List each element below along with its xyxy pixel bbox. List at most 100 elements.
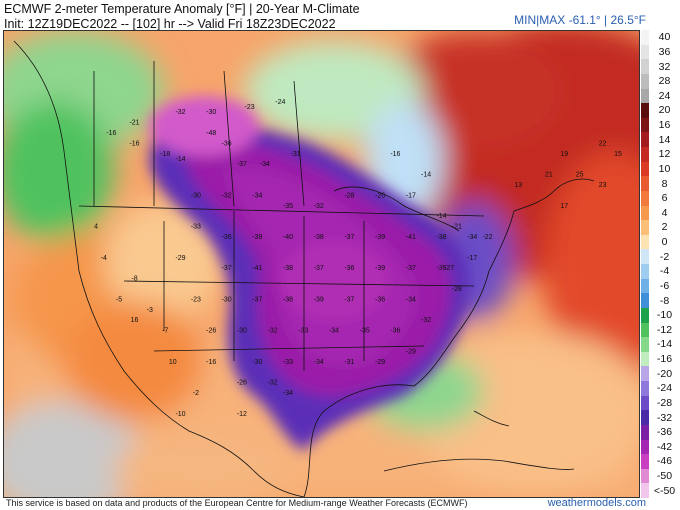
anomaly-value-label: 21 bbox=[545, 172, 553, 179]
anomaly-value-label: -36 bbox=[222, 234, 232, 241]
anomaly-value-label: -48 bbox=[206, 130, 216, 137]
anomaly-value-label: -39 bbox=[314, 296, 324, 303]
anomaly-value-label: -22 bbox=[482, 234, 492, 241]
legend-label: 40 bbox=[658, 31, 671, 44]
legend-label: 28 bbox=[658, 75, 671, 88]
anomaly-value-label: -36 bbox=[344, 265, 354, 272]
legend-swatch bbox=[641, 205, 649, 221]
anomaly-value-label: -34 bbox=[252, 192, 262, 199]
legend-level: -32 bbox=[641, 410, 680, 425]
legend-swatch bbox=[641, 468, 649, 484]
legend-swatch bbox=[641, 176, 649, 191]
legend-swatch bbox=[641, 117, 649, 133]
anomaly-value-label: -28 bbox=[452, 286, 462, 293]
legend-level: -36 bbox=[641, 424, 680, 440]
legend-label: 0 bbox=[661, 236, 668, 249]
legend-level: 24 bbox=[641, 88, 680, 104]
legend-label: -10 bbox=[656, 309, 673, 322]
color-legend: 40 36 32 28 24 20 16 14 12 10 8 6 4 2 0 -2 -4 -6 -8 -10 -12-… bbox=[641, 30, 680, 498]
legend-level: 36 bbox=[641, 44, 680, 60]
legend-label: 12 bbox=[658, 148, 671, 161]
legend-label: -12 bbox=[656, 323, 673, 336]
legend-swatch bbox=[641, 44, 649, 60]
anomaly-value-label: -27 bbox=[444, 265, 454, 272]
anomaly-value-label: -5 bbox=[116, 296, 122, 303]
anomaly-value-label: -34 bbox=[329, 328, 339, 335]
anomaly-value-label: -7 bbox=[162, 328, 168, 335]
anomaly-value-label: -30 bbox=[222, 296, 232, 303]
legend-label: 2 bbox=[661, 221, 668, 234]
legend-label: 8 bbox=[661, 177, 668, 190]
anomaly-value-label: -39 bbox=[375, 234, 385, 241]
legend-swatch bbox=[641, 132, 649, 147]
anomaly-value-label: -23 bbox=[245, 104, 255, 111]
legend-label: <-50 bbox=[653, 484, 676, 497]
anomaly-value-label: -33 bbox=[191, 224, 201, 231]
anomaly-value-label: -38 bbox=[436, 234, 446, 241]
anomaly-value-label: -4 bbox=[101, 255, 107, 262]
anomaly-value-label: -28 bbox=[344, 192, 354, 199]
anomaly-value-label: -32 bbox=[268, 328, 278, 335]
legend-label: 20 bbox=[658, 104, 671, 117]
legend-label: -24 bbox=[656, 382, 673, 395]
legend-swatch bbox=[641, 249, 649, 264]
legend-level: -6 bbox=[641, 278, 680, 294]
anomaly-value-label: -24 bbox=[275, 99, 285, 106]
legend-label: -20 bbox=[656, 367, 673, 380]
legend-label: -16 bbox=[656, 353, 673, 366]
legend-label: -32 bbox=[656, 411, 673, 424]
anomaly-value-label: -21 bbox=[129, 120, 139, 127]
legend-level: -50 bbox=[641, 468, 680, 484]
brand-link[interactable]: weathermodels.com bbox=[547, 497, 646, 509]
anomaly-value-label: -26 bbox=[375, 192, 385, 199]
legend-label: -28 bbox=[656, 396, 673, 409]
legend-label: -50 bbox=[656, 470, 673, 483]
legend-label: 14 bbox=[658, 133, 671, 146]
legend-level: -12 bbox=[641, 322, 680, 338]
legend-level: -10 bbox=[641, 307, 680, 323]
legend-swatch bbox=[641, 366, 649, 381]
anomaly-value-label: -37 bbox=[252, 296, 262, 303]
legend-swatch bbox=[641, 88, 649, 104]
anomaly-value-label: -16 bbox=[390, 151, 400, 158]
anomaly-value-label: -33 bbox=[283, 359, 293, 366]
anomaly-value-label: -31 bbox=[291, 151, 301, 158]
map-title: ECMWF 2-meter Temperature Anomaly [°F] |… bbox=[4, 2, 360, 16]
anomaly-map: -16 -16 -18 -14 -21 -32 -30 -23 -24 -36 -48 -37 -34-… bbox=[3, 30, 640, 498]
legend-swatch bbox=[641, 351, 649, 367]
anomaly-value-label: -14 bbox=[175, 156, 185, 163]
anomaly-value-label: -26 bbox=[237, 380, 247, 387]
anomaly-value-label: -30 bbox=[252, 359, 262, 366]
anomaly-value-label: -16 bbox=[206, 359, 216, 366]
anomaly-value-label: 22 bbox=[599, 140, 607, 147]
legend-level: -42 bbox=[641, 439, 680, 455]
anomaly-value-label: -34 bbox=[260, 161, 270, 168]
legend-label: -36 bbox=[656, 426, 673, 439]
legend-level: 20 bbox=[641, 103, 680, 118]
anomaly-value-label: -30 bbox=[206, 109, 216, 116]
anomaly-value-label: -23 bbox=[191, 296, 201, 303]
legend-swatch bbox=[641, 147, 649, 162]
legend-label: -46 bbox=[656, 455, 673, 468]
data-source-note: This service is based on data and produc… bbox=[6, 498, 468, 508]
anomaly-value-label: -38 bbox=[283, 296, 293, 303]
legend-swatch bbox=[641, 307, 649, 323]
legend-level: -24 bbox=[641, 381, 680, 396]
legend-label: 4 bbox=[661, 206, 668, 219]
anomaly-value-label: 10 bbox=[169, 359, 177, 366]
legend-level: -20 bbox=[641, 366, 680, 381]
anomaly-value-label: -30 bbox=[237, 328, 247, 335]
legend-label: 16 bbox=[658, 119, 671, 132]
anomaly-value-label: -37 bbox=[314, 265, 324, 272]
legend-level: 10 bbox=[641, 161, 680, 177]
anomaly-value-label: -31 bbox=[344, 359, 354, 366]
legend-swatch bbox=[641, 439, 649, 455]
legend-label: -6 bbox=[659, 279, 670, 292]
anomaly-value-label: -30 bbox=[191, 192, 201, 199]
anomaly-value-label: -34 bbox=[406, 296, 416, 303]
legend-swatch bbox=[641, 410, 649, 425]
legend-label: -42 bbox=[656, 440, 673, 453]
legend-swatch bbox=[641, 381, 649, 396]
legend-swatch bbox=[641, 73, 649, 89]
legend-level: 14 bbox=[641, 132, 680, 147]
